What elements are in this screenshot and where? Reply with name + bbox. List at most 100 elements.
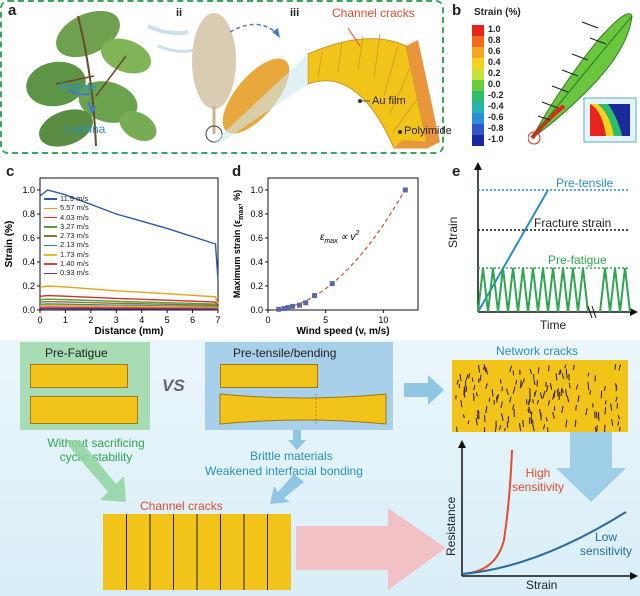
pre-tensile-title: Pre-tensile/bending — [233, 346, 337, 360]
d-ylabel-main: Maximum strain (ε — [232, 219, 242, 298]
network-crack — [532, 425, 535, 432]
scale-swatch — [472, 113, 484, 124]
network-crack — [508, 396, 512, 403]
network-crack — [533, 379, 536, 386]
c-ytick-label: 0.6 — [22, 233, 35, 243]
network-crack — [512, 404, 515, 410]
c-ytick-label: 0.0 — [22, 305, 35, 315]
network-crack — [604, 406, 607, 415]
strain-distance-chart: 0.0 0.2 0.4 0.6 0.8 1.0 0 1 2 3 4 5 6 7 Distance (mm) S… — [4, 177, 221, 337]
network-crack — [539, 392, 543, 400]
d-data-point — [402, 187, 408, 193]
legend-label: 0.93 m/s — [60, 268, 89, 278]
c-series-line — [39, 300, 219, 309]
brittle-text: Brittle materials — [250, 449, 333, 463]
network-crack — [500, 401, 503, 409]
legend-entry: 3.27 m/s — [44, 222, 89, 231]
network-crack — [551, 392, 555, 400]
arrow-down-to-graph — [556, 432, 626, 502]
d-data-point — [297, 302, 302, 308]
network-crack — [547, 400, 551, 406]
chart-c-legend: 11.9 m/s 5.57 m/s 4.03 m/s 3.27 m/s 2.73 m/s… — [44, 194, 89, 278]
d-ytick-label: 1.0 — [250, 185, 263, 195]
network-crack — [498, 425, 502, 430]
polyimide-label: Polyimide — [404, 125, 452, 137]
d-ytick-label: 0.0 — [250, 305, 263, 315]
network-crack — [512, 386, 516, 394]
e-ylabel: Strain — [446, 216, 460, 248]
network-crack — [574, 419, 577, 427]
scale-label: 0.4 — [488, 57, 501, 67]
network-crack — [616, 402, 619, 409]
pre-fatigue-strip-2 — [30, 396, 138, 424]
channel-cracks-image — [103, 514, 291, 590]
legend-swatch — [44, 207, 57, 210]
strain-time-schematic — [474, 162, 638, 319]
network-crack — [460, 400, 463, 408]
d-eq-main: ε — [320, 232, 325, 243]
high-sensitivity-text: High sensitivity — [512, 466, 564, 494]
network-crack — [617, 421, 620, 426]
pre-fatigue-strip-1 — [30, 364, 128, 388]
network-crack — [615, 396, 618, 402]
c-xtick-label: 7 — [215, 315, 220, 325]
vs-label: VS — [162, 376, 185, 395]
c-xtick-label: 1 — [63, 315, 68, 325]
d-data-point — [290, 303, 296, 309]
scale-label: 0.0 — [488, 79, 501, 89]
panel-label-b: b — [452, 2, 462, 19]
scale-swatch — [472, 102, 484, 113]
scale-swatch — [472, 135, 484, 146]
scale-label: -0.4 — [488, 101, 504, 111]
d-equation: εmax ∝ v2 — [320, 230, 359, 245]
network-crack — [532, 399, 535, 404]
network-crack — [463, 386, 466, 396]
scale-label: 1.0 — [488, 24, 501, 34]
c-xlabel: Distance (mm) — [95, 326, 164, 337]
network-crack — [564, 364, 567, 369]
c-xtick-label: 0 — [37, 315, 42, 325]
legend-label: 1.40 m/s — [60, 259, 89, 269]
network-crack — [499, 379, 502, 384]
legend-swatch — [44, 226, 57, 228]
weakened-text: Weakened interfacial bonding — [205, 464, 363, 478]
scale-label: 0.2 — [488, 68, 501, 78]
d-xtick-label: 10 — [378, 315, 388, 325]
panel-a-frame — [0, 0, 444, 154]
legend-entry: 11.9 m/s — [44, 194, 89, 203]
network-crack — [542, 424, 546, 430]
network-crack — [545, 417, 548, 422]
legend-label: 2.13 m/s — [60, 240, 89, 250]
c-xtick-label: 5 — [165, 315, 170, 325]
leaf-sketch-orange — [222, 58, 290, 134]
d-data-point — [329, 281, 335, 287]
arrow-to-network — [404, 375, 444, 405]
scale-row: 0.2 — [472, 68, 526, 80]
legend-swatch — [44, 263, 57, 265]
pre-fatigue-title: Pre-Fatigue — [45, 346, 108, 360]
low-line-2: sensitivity — [580, 544, 633, 558]
scale-swatch — [472, 36, 484, 47]
scale-label: -0.8 — [488, 123, 504, 133]
high-line-1: High — [525, 466, 551, 480]
birch-leaves-image — [26, 10, 157, 147]
network-crack — [542, 390, 546, 399]
scale-label: -1.0 — [488, 134, 504, 144]
scale-swatch — [472, 80, 484, 91]
d-ytick-label: 0.2 — [250, 281, 263, 291]
fracture-strain-label: Fracture strain — [534, 216, 612, 230]
network-crack — [527, 408, 530, 414]
network-crack — [614, 364, 617, 370]
d-data-point — [276, 306, 282, 312]
network-crack — [476, 414, 479, 420]
network-crack — [587, 372, 590, 377]
network-crack — [561, 389, 564, 394]
sub-label-i: i — [40, 7, 44, 19]
legend-entry: 4.03 m/s — [44, 213, 89, 222]
scale-label: -0.2 — [488, 90, 504, 100]
network-crack — [618, 364, 622, 371]
scale-row: -0.2 — [472, 90, 526, 102]
scale-row: -0.6 — [472, 112, 526, 124]
network-crack — [547, 427, 549, 432]
network-crack — [603, 424, 606, 432]
